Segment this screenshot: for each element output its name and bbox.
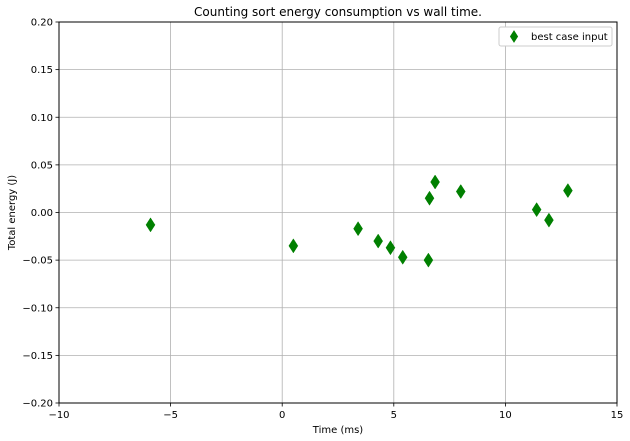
axis-ticks: −10 −5 0 5 10 15 −0.20 −0.15 −0.10 −0.05 0.00 0.05 0… xyxy=(22,18,623,422)
legend-box xyxy=(498,26,613,47)
y-axis-label: Total energy (J) xyxy=(7,175,18,251)
chart-title: Counting sort energy consumption vs wall… xyxy=(194,5,482,19)
data-point xyxy=(423,252,434,268)
y-tick-label: −0.20 xyxy=(22,399,53,410)
data-point xyxy=(430,174,440,190)
y-tick-label: 0.15 xyxy=(31,65,53,76)
x-tick-label: −10 xyxy=(48,410,69,421)
y-tick-label: 0.00 xyxy=(31,208,53,219)
data-point xyxy=(544,212,554,228)
x-tick-label: 15 xyxy=(611,410,624,421)
data-point xyxy=(455,184,466,200)
x-tick-label: 5 xyxy=(391,410,397,421)
data-point xyxy=(288,238,299,254)
y-tick-label: −0.15 xyxy=(22,351,53,362)
y-tick-label: 0.10 xyxy=(31,113,53,124)
data-point xyxy=(353,221,363,237)
x-tick-label: 0 xyxy=(279,410,285,421)
x-tick-label: 10 xyxy=(499,410,512,421)
data-points xyxy=(145,174,573,268)
y-tick-label: 0.05 xyxy=(31,160,53,171)
x-axis-label: Time (ms) xyxy=(312,425,364,436)
y-tick-label: 0.20 xyxy=(31,18,53,29)
data-point xyxy=(145,217,156,233)
legend-label: best case input xyxy=(531,32,608,43)
y-tick-label: −0.10 xyxy=(22,303,53,314)
legend-marker-diamond-icon xyxy=(509,30,519,43)
legend: best case input xyxy=(498,26,613,47)
data-point xyxy=(424,190,435,206)
y-tick-label: −0.05 xyxy=(22,256,53,267)
data-point xyxy=(385,240,396,256)
data-point xyxy=(397,249,408,265)
data-point xyxy=(563,183,573,199)
data-point xyxy=(531,202,542,218)
x-tick-label: −5 xyxy=(163,410,178,421)
data-point xyxy=(373,233,383,249)
